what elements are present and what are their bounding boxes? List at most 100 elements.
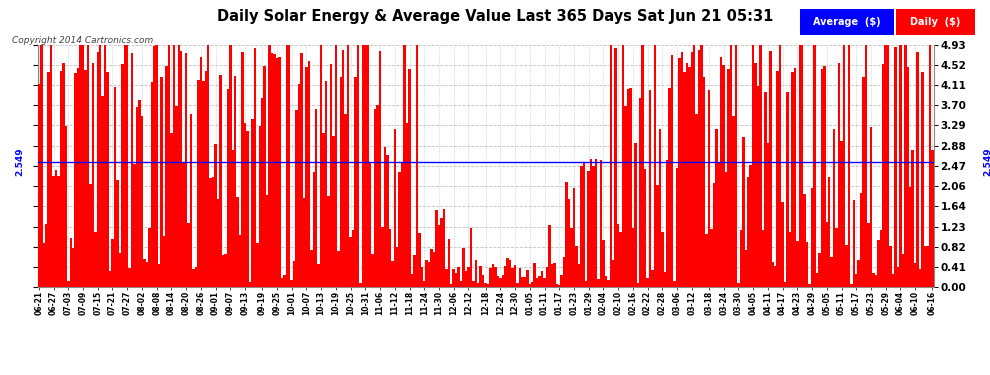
Bar (72, 248, 74, 287)
Bar (776, 70, 779, 287)
Bar (146, 262, 148, 287)
Bar (256, 243, 258, 287)
Bar (678, 58, 681, 287)
Bar (489, 268, 492, 287)
Bar (560, 275, 563, 287)
Bar (227, 89, 229, 287)
Bar (857, 260, 860, 287)
Bar (349, 237, 351, 287)
Bar (695, 114, 698, 287)
Bar (116, 180, 119, 287)
Bar (192, 269, 195, 287)
Bar (897, 267, 899, 287)
Bar (587, 171, 590, 287)
Bar (774, 266, 776, 287)
Bar (413, 255, 416, 287)
Bar (229, 45, 232, 287)
Bar (484, 283, 487, 287)
Bar (207, 45, 210, 287)
Bar (197, 80, 200, 287)
Bar (759, 45, 761, 287)
Bar (791, 72, 794, 287)
Bar (681, 52, 683, 287)
Bar (867, 224, 870, 287)
Bar (153, 46, 155, 287)
Bar (625, 106, 627, 287)
Bar (77, 68, 79, 287)
Bar (129, 268, 131, 287)
Bar (738, 283, 740, 287)
Bar (144, 260, 146, 287)
Bar (389, 229, 391, 287)
Bar (909, 188, 912, 287)
Bar (801, 45, 804, 287)
Bar (351, 230, 354, 287)
Bar (248, 282, 251, 287)
Bar (698, 50, 700, 287)
Bar (212, 177, 215, 287)
Bar (816, 273, 818, 287)
Bar (418, 234, 421, 287)
Bar (607, 280, 610, 287)
Bar (673, 281, 676, 287)
Bar (884, 45, 887, 287)
Bar (361, 45, 364, 287)
Bar (668, 88, 671, 287)
Bar (467, 267, 469, 287)
Bar (804, 194, 806, 287)
Bar (172, 45, 175, 287)
Bar (519, 267, 521, 287)
Bar (852, 200, 855, 287)
Bar (904, 45, 907, 287)
Bar (462, 248, 464, 287)
Bar (210, 178, 212, 287)
Bar (455, 273, 457, 287)
Bar (119, 253, 121, 287)
Bar (771, 262, 774, 287)
Bar (318, 264, 320, 287)
Bar (62, 63, 64, 287)
Bar (545, 267, 548, 287)
Bar (740, 230, 742, 287)
Bar (688, 68, 691, 287)
Bar (394, 129, 396, 287)
Bar (597, 279, 600, 287)
Bar (686, 63, 688, 287)
Bar (177, 45, 180, 287)
Bar (190, 114, 192, 287)
Bar (472, 281, 474, 287)
Bar (577, 264, 580, 287)
Bar (756, 87, 759, 287)
Bar (529, 284, 531, 287)
Bar (242, 52, 244, 287)
Bar (38, 84, 40, 287)
Bar (273, 54, 276, 287)
Bar (725, 172, 728, 287)
Bar (541, 272, 544, 287)
Bar (288, 45, 290, 287)
Bar (914, 263, 917, 287)
Bar (799, 45, 801, 287)
Bar (175, 106, 177, 287)
Bar (602, 240, 605, 287)
Bar (894, 47, 897, 287)
Bar (502, 274, 504, 287)
Bar (421, 267, 423, 287)
Bar (932, 150, 934, 287)
Bar (585, 281, 587, 287)
Bar (892, 274, 894, 287)
Bar (325, 81, 328, 287)
Bar (902, 254, 904, 287)
Bar (642, 45, 644, 287)
Bar (479, 266, 482, 287)
Bar (185, 53, 187, 287)
Bar (187, 223, 190, 287)
Bar (266, 195, 268, 287)
Bar (889, 246, 892, 287)
Bar (620, 232, 622, 287)
Bar (271, 53, 273, 287)
Bar (752, 45, 754, 287)
Bar (565, 182, 568, 287)
Bar (200, 57, 202, 287)
Bar (396, 248, 398, 287)
